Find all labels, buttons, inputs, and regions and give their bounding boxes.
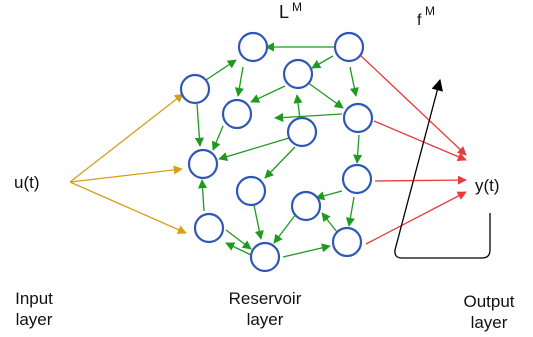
reservoir-node	[333, 31, 365, 63]
reservoir-node	[187, 148, 219, 180]
reservoir-node	[237, 31, 269, 63]
output-signal-label: y(t)	[475, 176, 500, 195]
reservoir-node	[286, 116, 318, 148]
reservoir-matrix-superscript: M	[292, 0, 302, 14]
output-connections	[359, 54, 467, 245]
input-arrow	[69, 165, 183, 183]
reservoir-nodes	[179, 31, 374, 273]
reservoir-node	[342, 102, 374, 134]
output-layer-label: Output layer	[463, 292, 515, 332]
readout-function-label: f	[417, 12, 422, 29]
input-arrow	[69, 93, 184, 183]
input-connections	[69, 93, 187, 234]
input-layer-label: Input layer	[15, 289, 53, 329]
reservoir-node	[193, 212, 225, 244]
output-arrow	[365, 191, 467, 245]
output-arrow	[359, 54, 467, 156]
reservoir-node	[249, 241, 281, 273]
readout-function-superscript: M	[425, 4, 435, 18]
input-arrow	[69, 181, 187, 234]
readout-function-curve	[394, 78, 491, 259]
reservoir-connections	[194, 42, 363, 258]
reservoir-node	[282, 58, 314, 90]
reservoir-node	[221, 98, 253, 130]
reservoir-node	[179, 73, 211, 105]
output-arrow	[373, 120, 467, 161]
output-arrow	[374, 175, 467, 185]
input-signal-label: u(t)	[14, 173, 40, 192]
reservoir-matrix-label: L	[279, 2, 290, 22]
reservoir-node	[331, 226, 363, 258]
reservoir-layer-label: Reservoir layer	[228, 289, 302, 329]
reservoir-node	[290, 190, 322, 222]
reservoir-node	[235, 175, 267, 207]
reservoir-node	[341, 163, 373, 195]
